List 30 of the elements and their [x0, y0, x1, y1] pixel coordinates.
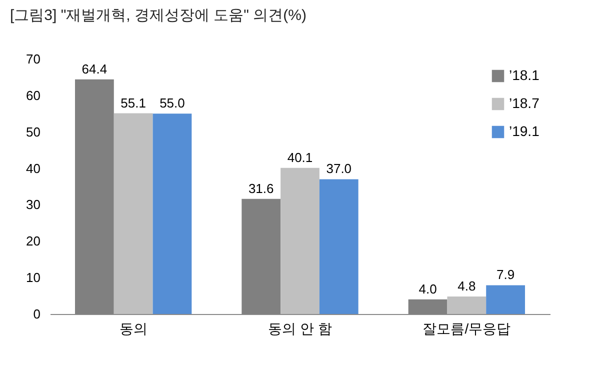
data-label: 4.0 — [418, 281, 437, 296]
y-tick-label: 60 — [26, 88, 40, 103]
bar — [447, 296, 486, 314]
bar — [486, 285, 525, 314]
legend-label: ’19.1 — [509, 123, 540, 139]
chart-title: [그림3] "재벌개혁, 경제성장에 도움" 의견(%) — [10, 7, 306, 24]
y-tick-label: 20 — [26, 234, 40, 249]
bar — [280, 168, 320, 314]
bar — [114, 113, 153, 314]
data-label: 40.1 — [287, 150, 313, 165]
legend-label: ’18.1 — [509, 67, 540, 83]
y-tick-label: 10 — [26, 270, 40, 286]
data-label: 7.9 — [496, 267, 515, 282]
legend-label: ’18.7 — [509, 95, 540, 111]
data-label: 55.0 — [160, 96, 185, 111]
x-tick-label: 잘모름/무응답 — [422, 320, 511, 336]
y-tick-label: 0 — [33, 306, 40, 322]
data-label: 55.1 — [120, 95, 146, 110]
x-tick-label: 동의 안 함 — [268, 320, 332, 336]
x-tick-label: 동의 — [119, 320, 148, 336]
data-label: 64.4 — [82, 61, 108, 76]
data-label: 31.6 — [248, 180, 274, 196]
bar — [319, 179, 358, 314]
y-tick-label: 50 — [26, 124, 40, 140]
data-label: 37.0 — [326, 161, 352, 176]
y-tick-label: 70 — [26, 52, 40, 66]
y-tick-label: 40 — [26, 160, 40, 176]
data-label: 4.8 — [458, 278, 476, 294]
bar — [152, 114, 192, 314]
y-tick-label: 30 — [26, 197, 40, 212]
